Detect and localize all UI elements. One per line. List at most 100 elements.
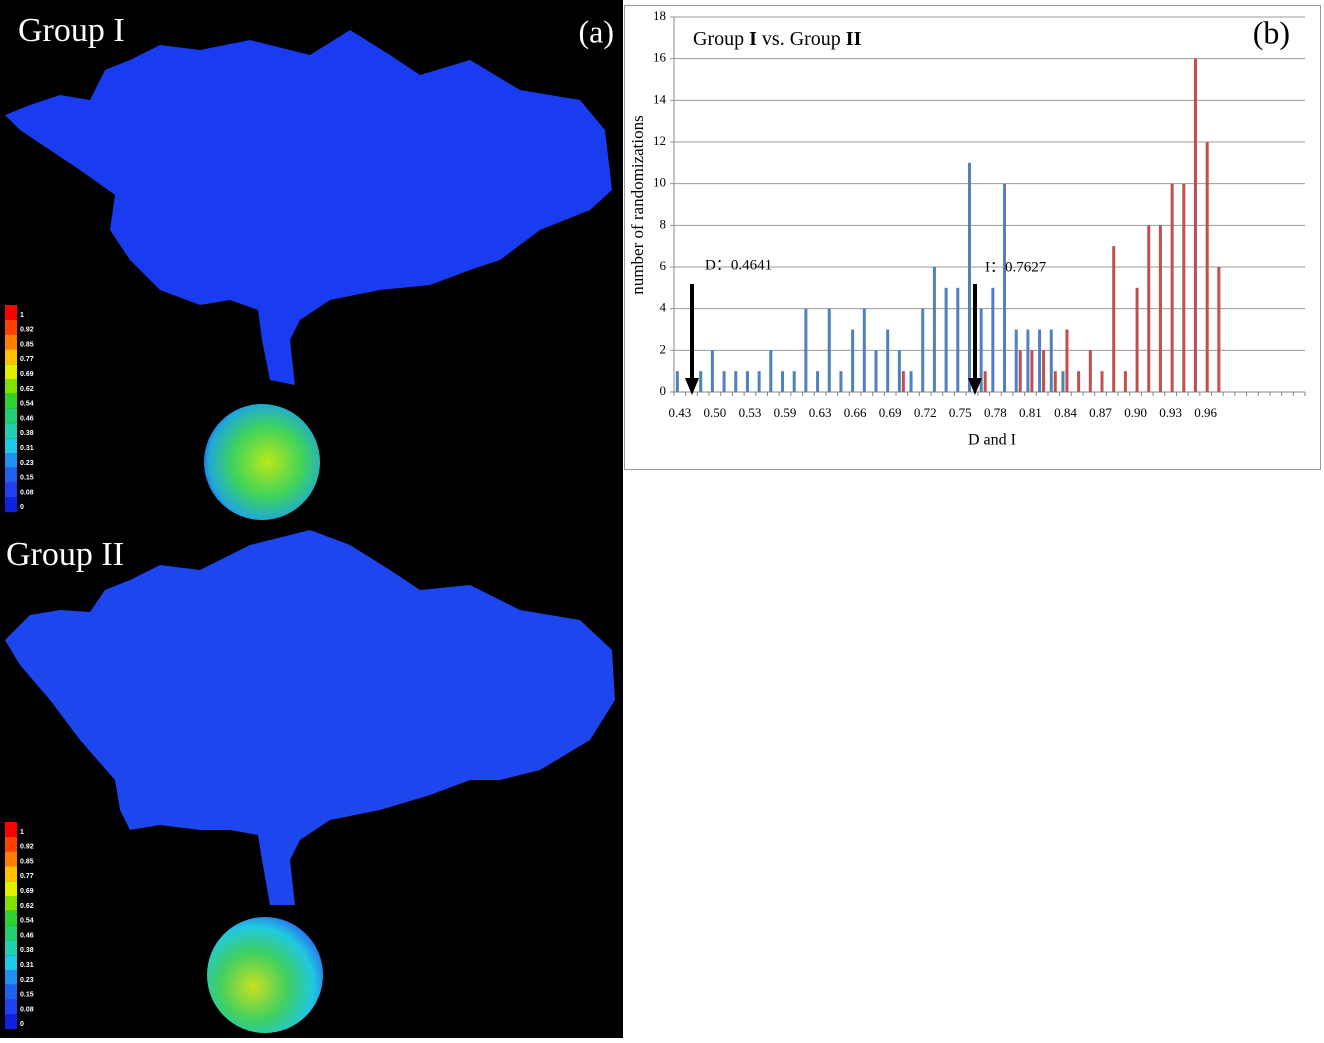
bar bbox=[909, 371, 913, 392]
bar bbox=[722, 371, 726, 392]
x-tick-label: 0.69 bbox=[879, 405, 902, 420]
panel-label: (b) bbox=[1253, 14, 1290, 50]
colorbar-label: 0.85 bbox=[20, 858, 34, 865]
bar bbox=[991, 287, 995, 392]
colorbar-label: 0.46 bbox=[20, 415, 34, 422]
colorbar-swatch bbox=[5, 393, 17, 409]
bar bbox=[1112, 246, 1116, 392]
bar bbox=[734, 371, 738, 392]
colorbar-swatch bbox=[5, 319, 17, 335]
colorbar-swatch bbox=[5, 334, 17, 350]
map-mainland bbox=[5, 30, 612, 385]
annotation-arrowhead bbox=[968, 378, 982, 395]
y-tick-label: 18 bbox=[653, 8, 666, 23]
map-island bbox=[207, 917, 323, 1033]
colorbar-label: 1 bbox=[20, 312, 24, 319]
bar bbox=[862, 308, 866, 392]
bar bbox=[1049, 329, 1053, 392]
colorbar-label: 0.38 bbox=[20, 430, 34, 437]
colorbar-label: 0.31 bbox=[20, 445, 34, 452]
colorbar-label: 0.08 bbox=[20, 489, 34, 496]
colorbar-label: 0.08 bbox=[20, 1006, 34, 1013]
bar bbox=[1158, 225, 1162, 392]
bar bbox=[781, 371, 785, 392]
title-part: Group bbox=[693, 28, 749, 50]
bar bbox=[1135, 287, 1139, 392]
map-mainland bbox=[5, 530, 615, 905]
x-tick-label: 0.72 bbox=[914, 405, 937, 420]
colorbar-label: 1 bbox=[20, 829, 24, 836]
bar bbox=[1042, 350, 1046, 392]
colorbar-label: 0.62 bbox=[20, 903, 34, 910]
y-tick-label: 10 bbox=[653, 175, 666, 190]
colorbar-swatch bbox=[5, 925, 17, 941]
x-tick-label: 0.53 bbox=[739, 405, 762, 420]
colorbar-swatch bbox=[5, 970, 17, 985]
x-tick-label: 0.66 bbox=[844, 405, 867, 420]
bar bbox=[1038, 329, 1042, 392]
bar bbox=[886, 329, 890, 392]
colorbar-swatch bbox=[5, 408, 17, 424]
colorbar-label: 0.31 bbox=[20, 962, 34, 969]
bar bbox=[1147, 225, 1151, 392]
colorbar-label: 0.38 bbox=[20, 947, 34, 954]
map-title: Group I bbox=[18, 12, 125, 49]
bar bbox=[710, 350, 714, 392]
title-part: vs. Group bbox=[757, 28, 846, 50]
colorbar-label: 0.23 bbox=[20, 977, 34, 984]
x-tick-label: 0.84 bbox=[1054, 405, 1077, 420]
colorbar-swatch bbox=[5, 984, 17, 1000]
y-tick-label: 16 bbox=[653, 50, 667, 65]
bar bbox=[769, 350, 773, 392]
bar bbox=[1077, 371, 1081, 392]
colorbar-swatch bbox=[5, 1014, 17, 1030]
colorbar-swatch bbox=[5, 453, 17, 468]
x-tick-label: 0.87 bbox=[1089, 405, 1112, 420]
bar bbox=[1123, 371, 1127, 392]
map-island bbox=[204, 404, 320, 520]
bar bbox=[967, 162, 971, 392]
bar bbox=[1014, 329, 1018, 392]
y-tick-label: 2 bbox=[660, 341, 667, 356]
bar bbox=[897, 350, 901, 392]
bar bbox=[1065, 329, 1069, 392]
colorbar-label: 0.92 bbox=[20, 844, 34, 851]
y-tick-label: 0 bbox=[660, 383, 667, 398]
colorbar-label: 0.77 bbox=[20, 356, 34, 363]
colorbar-swatch bbox=[5, 305, 17, 320]
colorbar-swatch bbox=[5, 423, 17, 439]
y-tick-label: 6 bbox=[660, 258, 667, 273]
colorbar-swatch bbox=[5, 896, 17, 911]
colorbar-swatch bbox=[5, 955, 17, 970]
colorbar-label: 0.92 bbox=[20, 327, 34, 334]
x-tick-label: 0.50 bbox=[704, 405, 727, 420]
bar bbox=[851, 329, 855, 392]
y-tick-label: 12 bbox=[653, 133, 666, 148]
bar bbox=[745, 371, 749, 392]
colorbar-label: 0.46 bbox=[20, 932, 34, 939]
annotation: D：0.4641 bbox=[705, 257, 772, 273]
x-axis-label: D and I bbox=[968, 432, 1016, 449]
y-tick-label: 4 bbox=[660, 300, 667, 315]
bar bbox=[699, 371, 703, 392]
x-tick-label: 0.81 bbox=[1019, 405, 1042, 420]
bar bbox=[1193, 58, 1197, 393]
colorbar-label: 0.69 bbox=[20, 888, 34, 895]
title-part: I bbox=[749, 28, 757, 50]
bar bbox=[932, 267, 936, 392]
x-tick-label: 0.59 bbox=[774, 405, 797, 420]
colorbar-swatch bbox=[5, 497, 17, 513]
bar bbox=[983, 371, 987, 392]
bar bbox=[1170, 183, 1174, 392]
bar bbox=[1205, 142, 1209, 392]
x-tick-label: 0.96 bbox=[1194, 405, 1217, 420]
colorbar-swatch bbox=[5, 822, 17, 837]
colorbar-swatch bbox=[5, 349, 17, 365]
annotation: I：0.7627 bbox=[985, 259, 1047, 275]
panel-label: (a) bbox=[578, 13, 614, 49]
bar bbox=[1217, 267, 1221, 392]
bar bbox=[979, 308, 983, 392]
x-tick-label: 0.78 bbox=[984, 405, 1007, 420]
